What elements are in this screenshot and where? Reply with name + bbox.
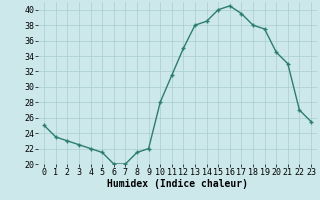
X-axis label: Humidex (Indice chaleur): Humidex (Indice chaleur) xyxy=(107,179,248,189)
